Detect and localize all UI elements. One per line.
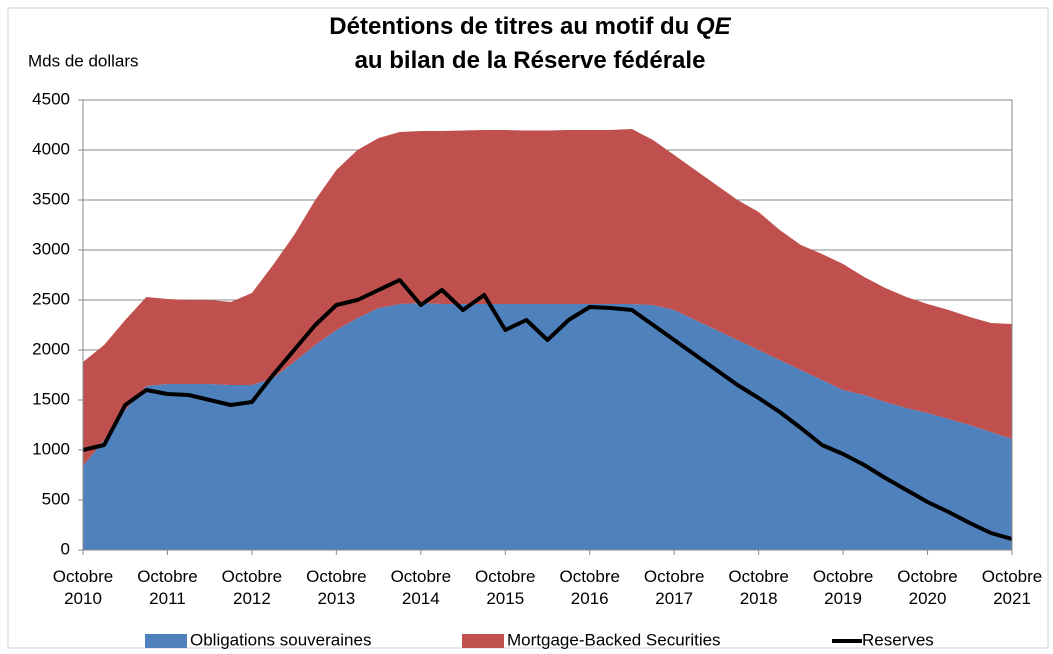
x-tick-label: Octobre 2014 — [390, 567, 452, 608]
y-tick-label: 3500 — [32, 189, 70, 208]
x-tick-label: Octobre 2020 — [897, 567, 958, 608]
y-axis-label: Mds de dollars — [28, 51, 139, 70]
legend-label: Obligations souveraines — [190, 630, 371, 649]
x-tick-label: Octobre 2013 — [306, 567, 367, 608]
y-tick-label: 1500 — [32, 389, 70, 408]
title-line: au bilan de la Réserve fédérale — [354, 47, 706, 74]
y-tick-label: 3000 — [32, 239, 70, 258]
legend-label: Mortgage-Backed Securities — [507, 630, 721, 649]
y-tick-label: 4500 — [32, 89, 70, 108]
line — [82, 278, 1013, 541]
plot-frame — [82, 99, 1013, 551]
legend-label: Reserves — [862, 630, 934, 649]
y-tick-label: 0 — [61, 539, 70, 558]
title-line: Détentions de titres au motif du — [329, 13, 690, 40]
x-tick-label: Octobre 2012 — [221, 567, 283, 608]
y-tick-label: 500 — [42, 489, 70, 508]
y-tick-label: 1000 — [32, 439, 70, 458]
x-tick-label: Octobre 2018 — [728, 567, 789, 608]
title-emphasis: QE — [696, 13, 731, 40]
chart-title: Détentions de titres au motif du QE au b… — [200, 10, 860, 78]
x-tick-label: Octobre 2016 — [559, 567, 620, 608]
x-tick-label: Octobre 2010 — [52, 567, 114, 608]
area — [83, 129, 1012, 466]
area — [83, 303, 1012, 550]
x-tick-label: Octobre 2015 — [475, 567, 536, 608]
x-tick-label: Octobre 2019 — [812, 567, 874, 608]
legend-swatch — [145, 634, 187, 648]
x-tick-label: Octobre 2017 — [643, 567, 705, 608]
x-tick-label: Octobre 2011 — [137, 567, 198, 608]
legend-swatch — [462, 634, 504, 648]
y-tick-label: 2500 — [32, 289, 70, 308]
y-tick-label: 2000 — [32, 339, 70, 358]
x-tick-label: Octobre 2021 — [981, 567, 1043, 608]
y-tick-label: 4000 — [32, 139, 70, 158]
